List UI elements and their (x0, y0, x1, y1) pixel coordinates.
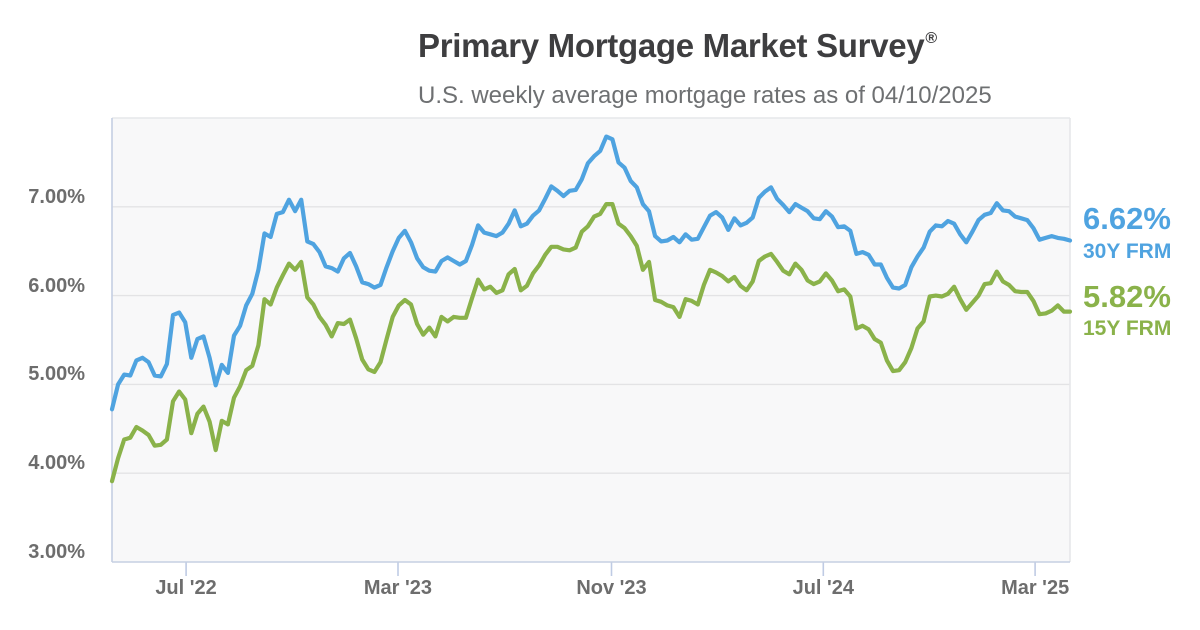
x-axis-label: Jul '24 (792, 577, 855, 599)
plot-background (112, 118, 1070, 562)
plot-frame (111, 117, 1071, 563)
page-title: Primary Mortgage Market Survey® (418, 27, 937, 65)
registered-trademark-symbol: ® (925, 30, 937, 47)
y-axis-label: 7.00% (28, 185, 85, 208)
y-axis-label: 3.00% (28, 541, 85, 563)
series-label-30y-frm: 30Y FRM (1083, 240, 1172, 263)
y-axis-label: 5.00% (28, 363, 85, 386)
series-label-15y-frm: 15Y FRM (1083, 317, 1172, 340)
current-rate-15y-frm: 5.82% (1083, 279, 1171, 314)
line-15y-frm (109, 202, 1073, 484)
x-axis-label: Jul '22 (155, 577, 217, 599)
current-rate-30y-frm: 6.62% (1083, 201, 1171, 236)
x-axis-ticks (185, 562, 1036, 576)
chart-subtitle: U.S. weekly average mortgage rates as of… (418, 82, 992, 109)
y-axis-label: 4.00% (28, 452, 85, 475)
x-axis-label: Nov '23 (576, 577, 647, 599)
x-axis-label: Mar '23 (363, 577, 433, 599)
page-title-text: Primary Mortgage Market Survey (418, 27, 925, 64)
x-axis-label: Mar '25 (1001, 577, 1070, 599)
line-30y-frm (109, 134, 1073, 412)
y-axis-label: 6.00% (28, 274, 85, 297)
rate-line-chart (109, 117, 1073, 576)
